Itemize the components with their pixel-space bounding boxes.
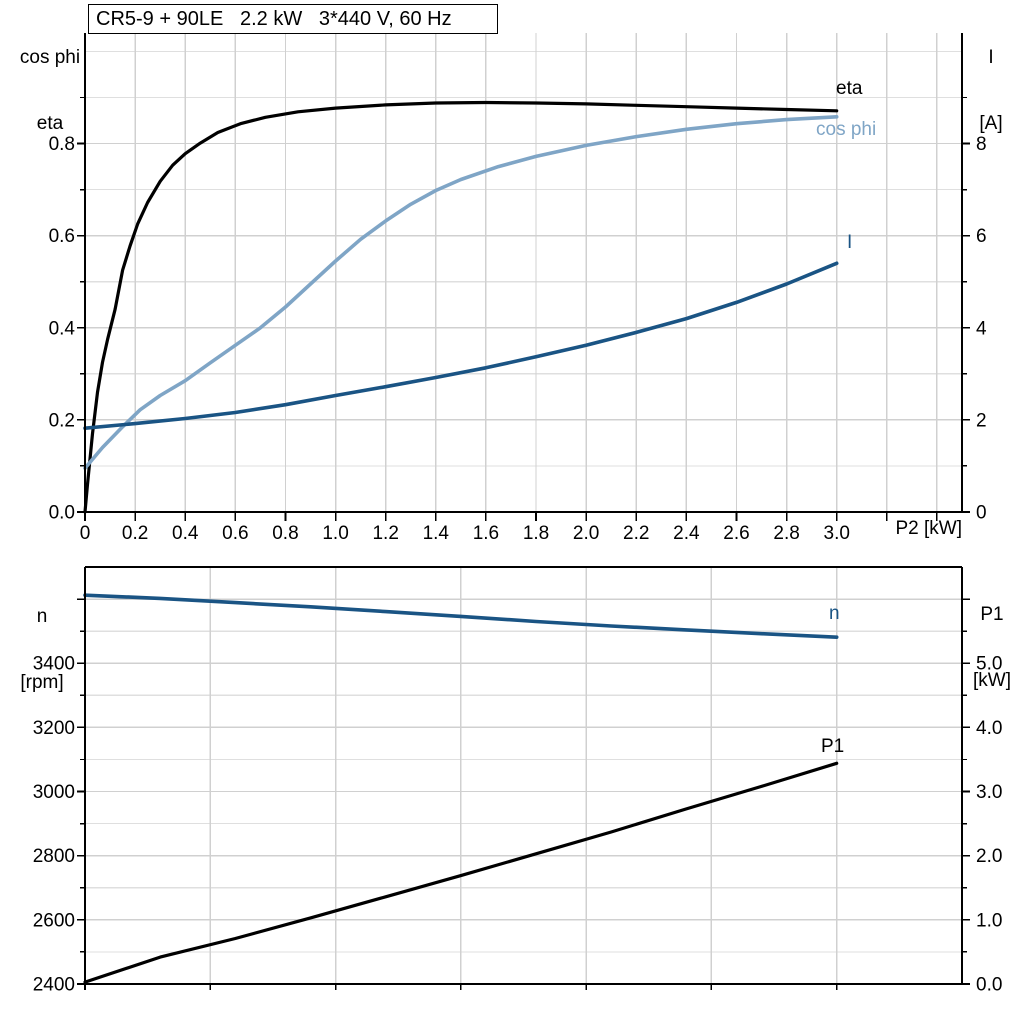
x-tick-label: 0.4 xyxy=(172,523,199,544)
tick-label: 2.0 xyxy=(976,846,1002,867)
curves xyxy=(83,100,839,514)
x-tick-label: 2.6 xyxy=(723,523,749,544)
x-tick-label: 1.8 xyxy=(523,523,549,544)
tick-label: 0.0 xyxy=(976,975,1002,996)
tick-label: 0.0 xyxy=(49,503,75,524)
axis-title-current-unit: [A] xyxy=(979,113,1003,134)
tick-label: 1.0 xyxy=(976,910,1002,931)
curves xyxy=(83,593,839,984)
tick-label: 0.4 xyxy=(49,318,76,339)
axis-title-p1-unit: [kW] xyxy=(973,670,1011,691)
axis-title-speed: n xyxy=(36,606,48,627)
chart-title-box: CR5-9 + 90LE 2.2 kW 3*440 V, 60 Hz xyxy=(88,4,498,34)
eta-curve xyxy=(83,100,839,514)
eta-curve-label: eta xyxy=(836,78,863,99)
ticks xyxy=(77,96,970,521)
P1-curve xyxy=(83,761,839,984)
gridlines xyxy=(85,567,962,984)
tick-label: 4 xyxy=(976,318,987,339)
x-tick-label: 0.2 xyxy=(122,523,148,544)
speed-curve-label: n xyxy=(829,603,840,624)
tick-label: 2800 xyxy=(33,846,75,867)
tick-label: 2400 xyxy=(33,975,75,996)
tick-label: 4.0 xyxy=(976,718,1002,739)
top-chart-left-axis-title: cos phi eta xyxy=(14,3,86,179)
current-curve-label: I xyxy=(847,232,853,253)
x-tick-label: 0 xyxy=(80,523,91,544)
I-curve xyxy=(83,261,839,431)
tick-label: 0 xyxy=(976,503,987,524)
bottom-chart: 2400 2600 2800 3000 3200 3400 0.0 1.0 2.0 3.0 4.0 5… xyxy=(33,566,1003,996)
chart-title: CR5-9 + 90LE 2.2 kW 3*440 V, 60 Hz xyxy=(96,8,452,30)
top-chart: 0.0 0.2 0.4 0.6 0.8 0 2 4 6 8 0 0.2 0.4 0.6 0.8 1.0 1.2 1… xyxy=(49,33,987,544)
x-tick-label: 2.2 xyxy=(623,523,649,544)
tick-label: 5.0 xyxy=(976,654,1002,675)
tick-labels: 0.0 0.2 0.4 0.6 0.8 0 2 4 6 8 0 0.2 0.4 0.6 0.8 1.0 1.2 1… xyxy=(49,134,987,544)
x-tick-label: 1.6 xyxy=(473,523,499,544)
axis-title-eta: eta xyxy=(36,113,64,134)
x-tick-label: 2.8 xyxy=(773,523,799,544)
tick-label: 3400 xyxy=(33,654,75,675)
gridlines xyxy=(85,33,962,512)
ticks xyxy=(77,598,970,990)
cos-phi-curve xyxy=(83,115,839,471)
p1-curve-label: P1 xyxy=(821,736,845,757)
bottom-chart-left-axis-title: n [rpm] xyxy=(8,562,76,738)
tick-label: 8 xyxy=(976,134,987,155)
axis-title-speed-unit: [rpm] xyxy=(20,672,64,693)
x-tick-label: 2.0 xyxy=(573,523,599,544)
axis-title-p1: P1 xyxy=(980,604,1004,625)
x-tick-label: 1.4 xyxy=(423,523,450,544)
tick-label: 2 xyxy=(976,410,987,431)
tick-label: 6 xyxy=(976,226,987,247)
x-tick-label: 0.8 xyxy=(272,523,298,544)
tick-label: 3.0 xyxy=(976,782,1002,803)
bottom-chart-right-axis-title: P1 [kW] xyxy=(962,560,1022,736)
tick-label: 0.8 xyxy=(49,134,75,155)
tick-labels: 2400 2600 2800 3000 3200 3400 0.0 1.0 2.0 3.0 4.0 5… xyxy=(33,654,1003,996)
top-chart-right-axis-title: I [A] xyxy=(962,3,1020,179)
x-tick-label: 3.0 xyxy=(824,523,850,544)
x-axis-title: P2 [kW] xyxy=(895,518,962,539)
x-tick-label: 1.0 xyxy=(322,523,348,544)
tick-label: 2600 xyxy=(33,910,75,931)
tick-label: 3000 xyxy=(33,782,75,803)
n-curve xyxy=(83,593,839,640)
tick-label: 0.2 xyxy=(49,410,75,431)
axis-title-cos-phi: cos phi xyxy=(19,47,81,68)
axes xyxy=(83,566,964,986)
axes xyxy=(83,33,964,514)
x-tick-label: 0.6 xyxy=(222,523,248,544)
axis-title-current: I xyxy=(988,47,994,68)
tick-label: 0.6 xyxy=(49,226,75,247)
cos-phi-curve-label: cos phi xyxy=(816,119,877,140)
x-tick-label: 2.4 xyxy=(673,523,700,544)
x-tick-label: 1.2 xyxy=(372,523,398,544)
tick-label: 3200 xyxy=(33,718,75,739)
